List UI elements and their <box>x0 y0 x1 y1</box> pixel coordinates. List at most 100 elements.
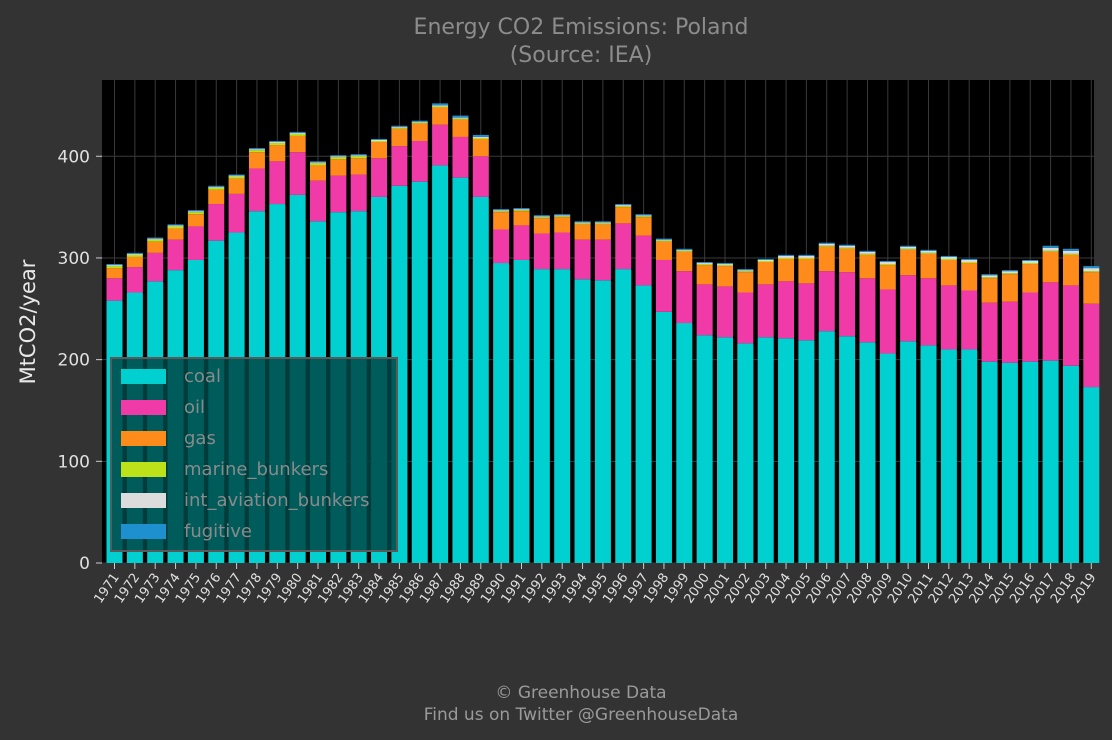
bar-fugitive <box>371 138 388 140</box>
y-tick-label: 300 <box>58 249 90 269</box>
bar-oil <box>554 232 571 270</box>
bar-oil <box>798 283 815 341</box>
bar-gas <box>981 278 998 303</box>
bar-gas <box>1022 264 1039 293</box>
bar-marine_bunkers <box>920 252 937 254</box>
bar-int_aviation_bunkers <box>981 275 998 278</box>
bar-marine_bunkers <box>1083 271 1100 273</box>
bar-marine_bunkers <box>900 248 917 250</box>
bar-fugitive <box>920 249 937 251</box>
bar-fugitive <box>513 208 530 210</box>
bar-oil <box>920 278 937 346</box>
bar-fugitive <box>350 154 367 156</box>
bar-coal <box>574 279 591 563</box>
bar-marine_bunkers <box>391 127 408 129</box>
bar-gas <box>452 119 469 137</box>
bar-coal <box>737 343 754 563</box>
bar-gas <box>269 145 286 162</box>
bar-int_aviation_bunkers <box>798 255 815 258</box>
bar-coal <box>757 337 774 563</box>
bar-int_aviation_bunkers <box>717 264 733 266</box>
bar-gas <box>167 228 184 240</box>
bar-int_aviation_bunkers <box>147 238 164 240</box>
bar-marine_bunkers <box>411 122 428 124</box>
bar-oil <box>208 204 225 241</box>
legend-label-fugitive: fugitive <box>184 521 252 542</box>
bar-oil <box>574 239 591 280</box>
bar-int_aviation_bunkers <box>269 142 286 144</box>
bar-oil <box>513 225 530 260</box>
bar-oil <box>879 289 896 354</box>
bar-marine_bunkers <box>615 206 632 208</box>
bar-marine_bunkers <box>961 262 978 264</box>
bar-int_aviation_bunkers <box>371 139 388 142</box>
bar-oil <box>900 275 917 342</box>
y-tick-label: 100 <box>58 452 90 472</box>
bar-fugitive <box>1083 266 1100 269</box>
bar-oil <box>1001 301 1018 363</box>
bar-int_aviation_bunkers <box>411 121 428 123</box>
legend-swatch-marine_bunkers <box>121 462 166 477</box>
bar-oil <box>1022 292 1039 362</box>
bar-int_aviation_bunkers <box>879 262 896 265</box>
bar-oil <box>717 286 733 338</box>
bar-int_aviation_bunkers <box>1062 250 1079 254</box>
bar-gas <box>676 251 693 272</box>
bar-coal <box>981 361 998 563</box>
bar-fugitive <box>1042 245 1059 248</box>
credit-line-1: © Greenhouse Data <box>495 683 666 703</box>
bar-fugitive <box>472 134 489 137</box>
y-axis-label: MtCO2/year <box>16 259 40 384</box>
bar-int_aviation_bunkers <box>778 255 795 258</box>
bar-coal <box>940 349 957 563</box>
bar-gas <box>106 268 123 279</box>
bar-coal <box>961 349 978 563</box>
bar-int_aviation_bunkers <box>228 175 245 177</box>
bar-coal <box>411 181 428 563</box>
bar-fugitive <box>839 244 856 246</box>
legend-swatch-fugitive <box>121 524 166 539</box>
bar-oil <box>594 239 611 281</box>
legend-swatch-oil <box>121 400 166 415</box>
bar-int_aviation_bunkers <box>106 265 123 267</box>
bar-coal <box>900 341 917 563</box>
bar-gas <box>533 218 550 234</box>
bar-gas <box>554 217 571 233</box>
bar-coal <box>493 263 510 563</box>
y-tick-label: 400 <box>58 147 90 167</box>
bar-marine_bunkers <box>1001 273 1018 275</box>
bar-marine_bunkers <box>228 176 245 179</box>
bar-gas <box>900 249 917 276</box>
bar-fugitive <box>940 255 957 257</box>
bar-marine_bunkers <box>1062 253 1079 255</box>
bar-gas <box>147 241 164 253</box>
bar-oil <box>167 239 184 271</box>
bar-oil <box>737 292 754 344</box>
bar-oil <box>493 229 510 264</box>
bar-coal <box>717 337 733 563</box>
bar-fugitive <box>452 115 469 118</box>
bar-gas <box>126 256 143 268</box>
bar-int_aviation_bunkers <box>594 222 611 224</box>
chart-title: Energy CO2 Emissions: Poland <box>414 15 749 40</box>
bar-coal <box>533 269 550 563</box>
bar-oil <box>310 180 326 222</box>
legend-swatch-gas <box>121 431 166 446</box>
bar-coal <box>778 338 795 563</box>
bar-gas <box>371 142 388 159</box>
bar-marine_bunkers <box>554 216 571 218</box>
bar-marine_bunkers <box>696 264 713 266</box>
bar-coal <box>818 331 835 563</box>
bar-marine_bunkers <box>594 223 611 225</box>
bar-int_aviation_bunkers <box>757 259 774 261</box>
bar-int_aviation_bunkers <box>432 105 449 107</box>
bar-marine_bunkers <box>330 157 347 160</box>
bar-int_aviation_bunkers <box>859 251 876 254</box>
bar-oil <box>147 252 164 282</box>
bar-coal <box>432 165 449 563</box>
bar-int_aviation_bunkers <box>493 210 510 212</box>
bar-gas <box>655 241 672 260</box>
bar-oil <box>940 285 957 350</box>
bar-oil <box>961 290 978 350</box>
bar-coal <box>1001 362 1018 563</box>
